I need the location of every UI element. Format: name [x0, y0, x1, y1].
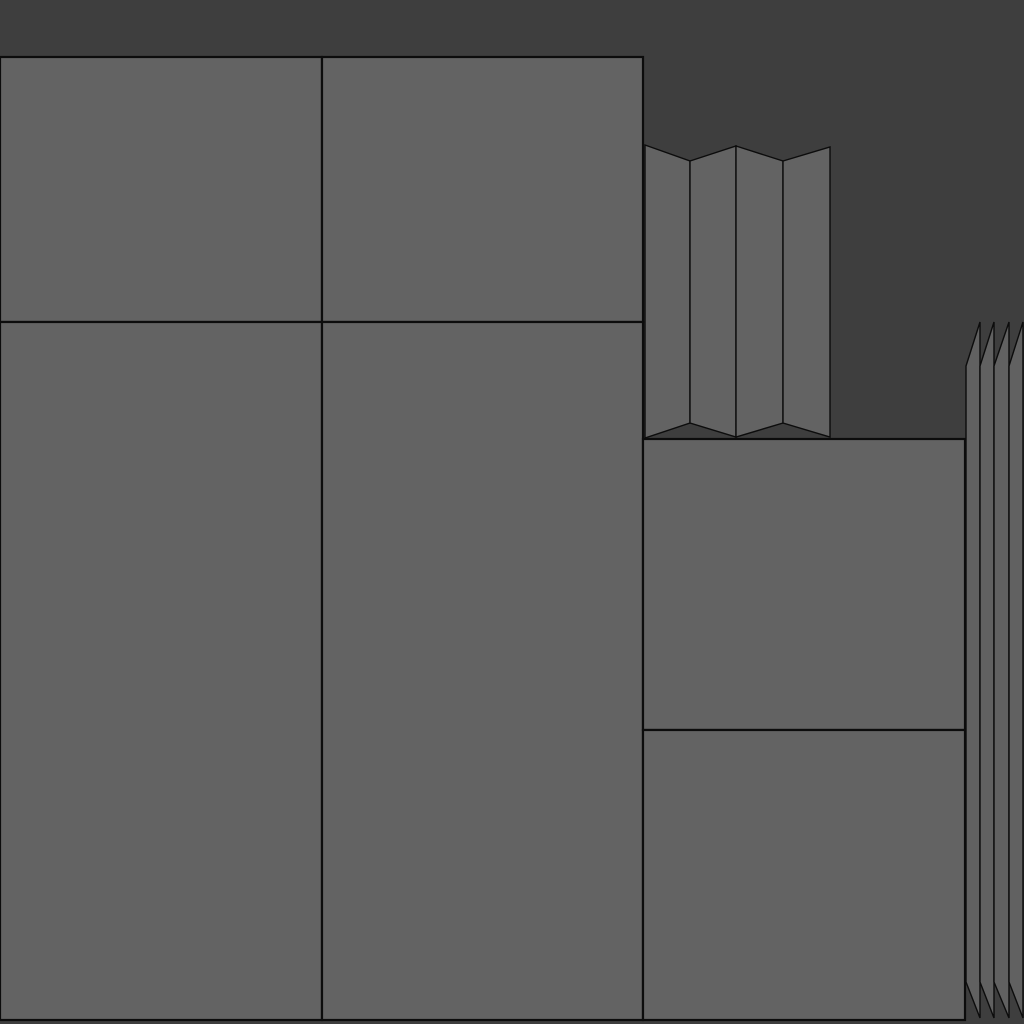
fanned-slat-1[interactable] — [965, 321, 981, 1019]
folding-screen-panel-2[interactable] — [689, 145, 737, 438]
panel-grid-top-right[interactable] — [320, 55, 645, 324]
fanned-slat-2[interactable] — [979, 321, 995, 1019]
right-panel-lower[interactable] — [641, 728, 967, 1022]
panel-grid-bottom-right[interactable] — [320, 320, 645, 1022]
right-panel-upper[interactable] — [641, 437, 967, 732]
folding-screen-panel-4[interactable] — [782, 146, 831, 438]
fanned-slat-4[interactable] — [1008, 321, 1024, 1019]
folding-screen-panel-1[interactable] — [644, 144, 691, 439]
folding-screen-panel-3[interactable] — [735, 145, 784, 438]
panel-grid-bottom-left[interactable] — [0, 320, 324, 1022]
panel-grid-top-left[interactable] — [0, 55, 324, 324]
fanned-slat-3[interactable] — [993, 321, 1010, 1019]
